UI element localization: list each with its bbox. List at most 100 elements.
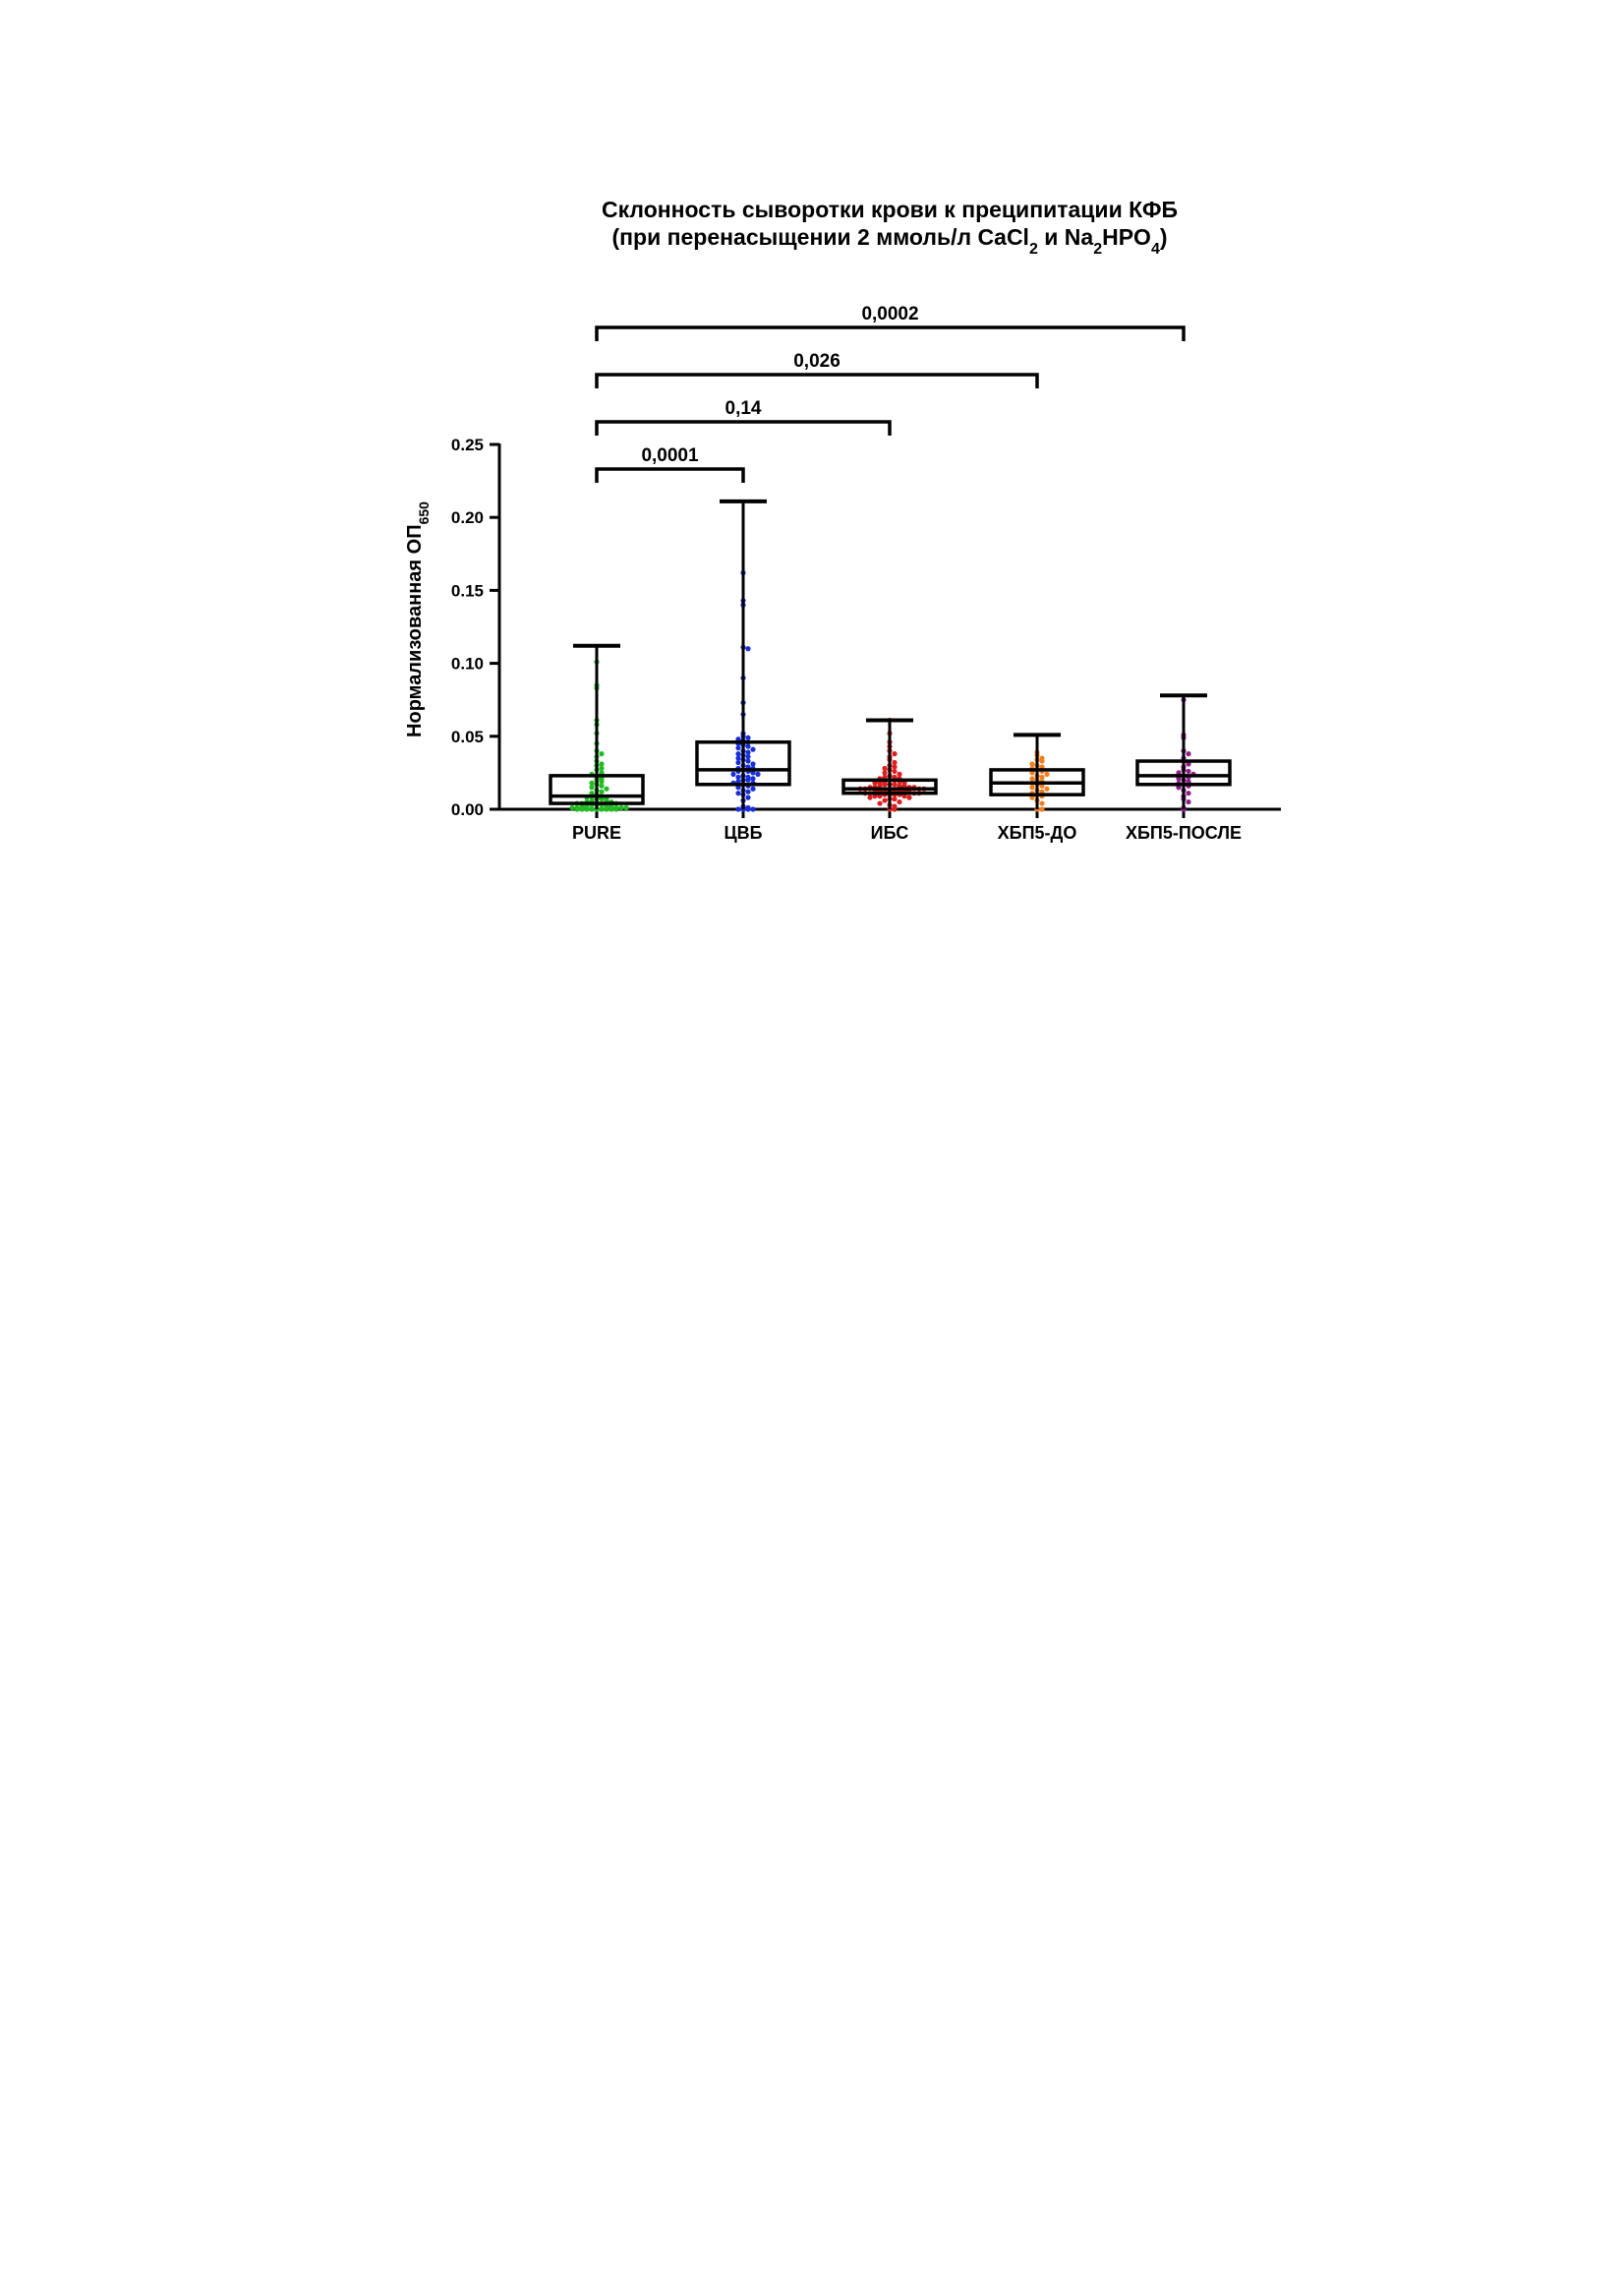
data-point [892,782,898,788]
data-point [569,804,575,811]
data-point [892,796,898,802]
data-point [867,795,873,800]
data-point [735,791,741,796]
box-iqr [1135,759,1232,787]
bracket-line [595,420,892,436]
data-point [745,777,751,783]
data-point [735,806,741,812]
significance-brackets: 0,0001 0,14 0,026 0,0002 [595,304,1186,483]
data-point [745,789,751,795]
data-point [877,800,883,806]
data-point [604,786,609,792]
data-point [745,753,751,760]
data-point [584,806,590,812]
data-point [745,743,751,749]
x-tick-label: ЦВБ [724,823,762,843]
data-point [579,806,585,812]
data-point [735,774,741,780]
data-point [892,751,898,757]
comparison-bracket: 0,026 [595,351,1039,388]
data-point [1029,776,1035,782]
data-point [755,771,761,777]
data-point [1029,761,1035,767]
data-point [599,761,605,767]
data-point [1029,785,1035,791]
chart-title-line2: (при перенасыщении 2 ммоль/л CaCl2 и Na2… [611,224,1167,258]
data-point [613,806,619,812]
data-point [599,783,605,789]
data-point [574,806,580,812]
data-point [735,759,741,766]
data-point [745,735,751,740]
data-point [604,806,609,812]
x-tick-label: PURE [572,823,621,843]
comparison-bracket: 0,14 [595,398,892,436]
p-value-label: 0,026 [793,351,840,372]
data-point [1186,768,1191,775]
data-point [897,771,902,777]
y-axis-label: Нормализованная ОП650 [404,501,432,737]
data-point [745,758,751,764]
data-point [599,765,605,772]
data-point [1039,774,1045,780]
y-tick-label: 0.15 [451,581,484,600]
data-point [745,646,751,652]
data-point [599,806,605,812]
data-point [892,768,898,775]
data-point [897,798,902,805]
x-axis-categories: PURE ЦВБ ИБС ХБП5-ДО ХБП5-ПОСЛЕ [572,809,1242,843]
data-point [882,782,888,788]
x-tick-label: ИБС [871,823,909,843]
data-point [730,771,736,777]
data-point [1044,771,1050,777]
data-points [730,569,761,812]
box-group [841,717,938,812]
data-point [906,795,912,800]
data-point [623,804,629,811]
data-point [882,770,888,776]
y-tick-label: 0.00 [451,800,484,819]
p-value-label: 0,0002 [861,304,918,324]
data-point [1186,798,1191,805]
data-point [589,785,595,791]
y-tick-label: 0.10 [451,655,484,674]
data-point [589,780,595,786]
data-point [750,806,756,812]
x-tick-label: ХБП5-ДО [998,823,1077,843]
data-point [1186,791,1191,796]
data-point [745,749,751,755]
p-value-label: 0,0001 [641,445,699,466]
data-point [1044,786,1050,792]
data-point [609,806,614,812]
data-point [1039,758,1045,764]
box-group [695,499,791,812]
data-point [882,797,888,803]
data-point [599,789,605,795]
data-point [589,806,595,812]
data-point [892,806,898,812]
data-point [882,765,888,772]
box-group [1135,693,1232,812]
data-point [750,776,756,782]
data-points [569,659,629,812]
y-tick-label: 0.05 [451,728,484,746]
data-point [745,806,751,812]
y-axis-ticks: 0.00 0.05 0.10 0.15 0.20 0.25 [451,436,499,819]
data-points [1176,697,1196,812]
box-iqr [695,739,791,787]
bracket-line [595,467,745,483]
data-point [1039,800,1045,806]
comparison-bracket: 0,0002 [595,304,1186,341]
data-points [1029,749,1050,812]
data-points [857,717,927,812]
data-point [599,751,605,757]
data-point [1186,751,1191,757]
data-point [892,764,898,770]
data-point [750,746,756,752]
x-tick-label: ХБП5-ПОСЛЕ [1126,823,1242,843]
bracket-line [595,373,1039,388]
data-point [750,786,756,792]
data-point [735,745,741,751]
